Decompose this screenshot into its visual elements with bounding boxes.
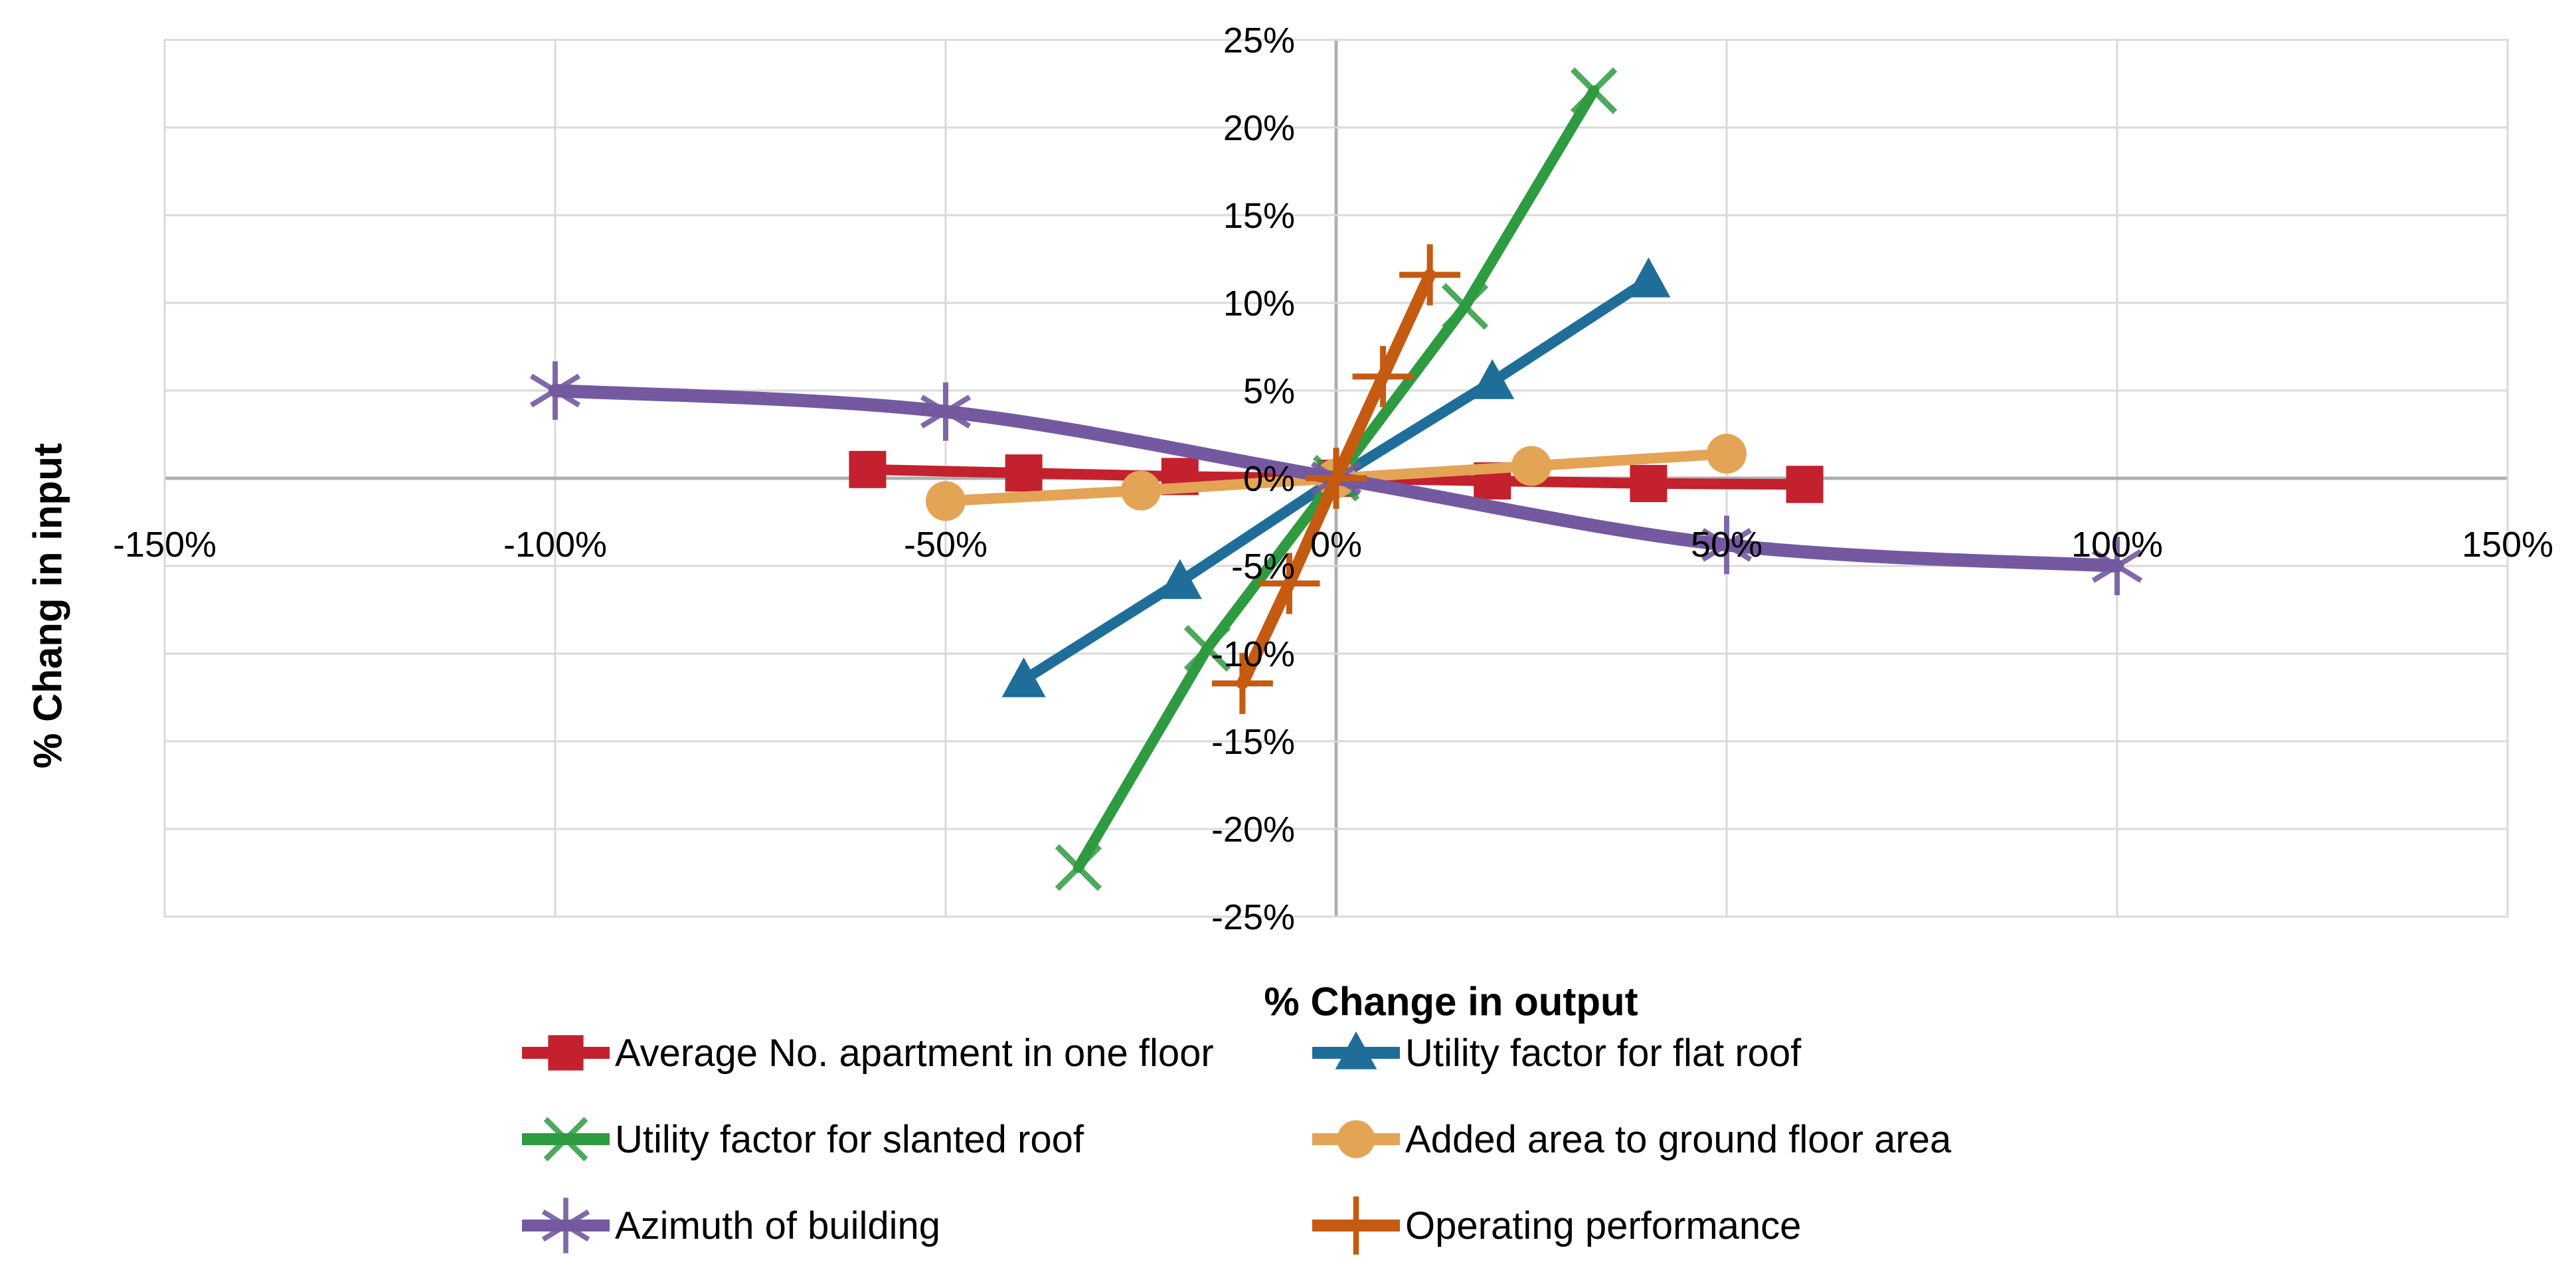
y-tick-label: -10% <box>1211 634 1295 674</box>
asterisk-marker-icon <box>1701 515 1753 575</box>
triangle-marker-icon <box>1158 559 1202 599</box>
circle-marker-icon <box>1121 470 1161 511</box>
x-marker-icon <box>1183 624 1231 672</box>
tick-labels: -150% -100% -50% 0% 50% 100% 150% 25% 20% 15% 10% 5… <box>113 21 2553 937</box>
y-tick-label: 25% <box>1223 21 1295 60</box>
x-tick-label: -50% <box>904 525 987 565</box>
x-tick-label: 50% <box>1691 525 1762 565</box>
plus-marker-icon <box>1211 652 1273 714</box>
series-operating-performance <box>1211 244 1461 714</box>
y-tick-label: 10% <box>1223 284 1295 323</box>
y-tick-label: 15% <box>1223 196 1295 236</box>
x-tick-label: -100% <box>503 525 607 565</box>
x-marker-icon <box>1441 283 1489 330</box>
plus-marker-icon <box>1258 553 1320 614</box>
y-tick-label: -20% <box>1211 810 1295 850</box>
y-tick-label: 20% <box>1223 108 1295 148</box>
x-tick-label: 0% <box>1310 525 1362 565</box>
triangle-marker-icon <box>1626 257 1671 298</box>
plus-marker-icon <box>1399 244 1461 306</box>
x-tick-label: 150% <box>2462 525 2553 565</box>
x-marker-icon <box>1570 67 1618 114</box>
triangle-marker-icon <box>1470 359 1515 399</box>
asterisk-marker-icon <box>920 382 972 441</box>
square-marker-icon <box>849 450 887 488</box>
asterisk-marker-icon <box>2091 537 2143 595</box>
y-tick-label: -5% <box>1231 547 1295 587</box>
circle-marker-icon <box>1707 434 1747 474</box>
plus-marker-icon <box>1306 448 1367 509</box>
circle-marker-icon <box>926 481 966 521</box>
triangle-marker-icon <box>1001 657 1046 697</box>
x-tick-label: -150% <box>113 525 216 565</box>
y-tick-label: 5% <box>1243 371 1295 411</box>
y-tick-label: -15% <box>1211 722 1295 762</box>
square-marker-icon <box>1630 464 1668 502</box>
circle-marker-icon <box>1511 446 1551 486</box>
x-marker-icon <box>1055 844 1102 891</box>
y-tick-label: -25% <box>1211 897 1295 937</box>
square-marker-icon <box>1786 466 1824 503</box>
plot-border <box>163 39 2509 918</box>
plus-marker-icon <box>1352 345 1414 407</box>
y-axis-title: % Chang in input <box>25 443 70 769</box>
x-tick-label: 100% <box>2071 525 2163 565</box>
square-marker-icon <box>1005 454 1043 492</box>
y-tick-label: 0% <box>1243 459 1295 499</box>
asterisk-marker-icon <box>529 361 581 420</box>
x-axis-title: % Change in output <box>1264 979 1638 1024</box>
